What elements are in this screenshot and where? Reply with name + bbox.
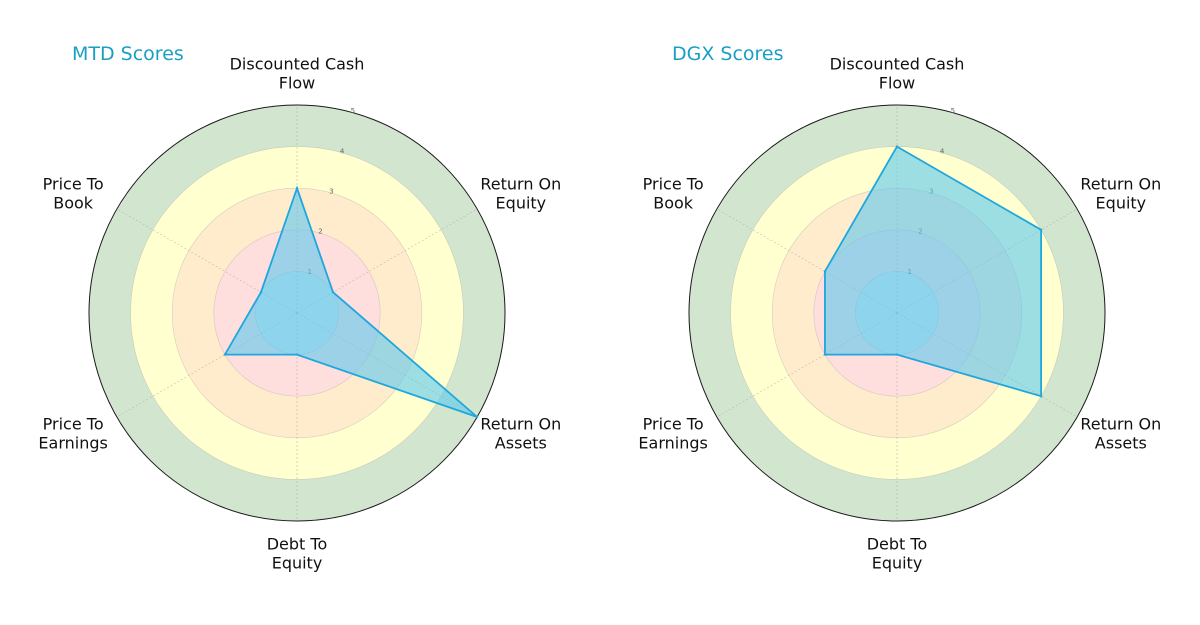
axis-label-line: Equity: [496, 194, 547, 213]
grid-circle: [130, 146, 464, 480]
axis-label: Return On Equity: [480, 175, 561, 213]
radial-tick-label: 4: [340, 147, 345, 155]
axis-spoke: [116, 312, 298, 418]
axis-spoke: [716, 312, 898, 418]
axis-label: Price To Book: [643, 175, 704, 213]
axis-spoke: [716, 208, 898, 314]
axis-spoke: [116, 208, 298, 314]
score-point: [295, 187, 299, 190]
axis-label-line: Equity: [272, 554, 323, 573]
score-point: [1039, 228, 1043, 231]
axis-label-line: Assets: [495, 434, 547, 453]
axis-label-line: Discounted Cash: [230, 55, 365, 74]
score-point: [295, 353, 299, 356]
axis-label-line: Flow: [279, 74, 316, 93]
outer-ring: [688, 104, 1106, 522]
axis-label-line: Return On: [1080, 415, 1161, 434]
axis-label-line: Flow: [879, 74, 916, 93]
axis-label-line: Book: [653, 194, 694, 213]
axis-label-line: Price To: [43, 175, 104, 194]
axis-label: Price To Book: [43, 175, 104, 213]
axis-label: Price To Earnings: [638, 415, 707, 453]
radial-tick-label: 2: [318, 228, 322, 236]
axis-label-line: Debt To: [267, 535, 328, 554]
score-point: [259, 291, 263, 294]
score-point: [223, 353, 227, 356]
score-point: [823, 353, 827, 356]
axis-label-line: Equity: [1096, 194, 1147, 213]
axis-label-line: Earnings: [38, 434, 107, 453]
score-point: [1039, 395, 1043, 398]
axis-label-line: Return On: [480, 415, 561, 434]
axis-label-line: Price To: [643, 415, 704, 434]
score-point: [823, 270, 827, 273]
outer-ring: [88, 104, 506, 522]
axis-label-line: Return On: [1080, 175, 1161, 194]
axis-label-line: Debt To: [867, 535, 928, 554]
axis-label: Return On Equity: [1080, 175, 1161, 213]
axis-label: Debt To Equity: [867, 535, 928, 573]
radial-tick-label: 5: [351, 107, 355, 115]
radial-tick-label: 5: [951, 107, 955, 115]
axis-label: Return On Assets: [480, 415, 561, 453]
axis-label-line: Return On: [480, 175, 561, 194]
axis-label: Return On Assets: [1080, 415, 1161, 453]
axis-label-line: Price To: [643, 175, 704, 194]
score-point: [331, 291, 335, 294]
axis-label-line: Earnings: [638, 434, 707, 453]
axis-label: Debt To Equity: [267, 535, 328, 573]
axis-label: Discounted Cash Flow: [230, 55, 365, 93]
axis-label-line: Price To: [43, 415, 104, 434]
axis-spoke: [296, 208, 478, 314]
score-point: [475, 415, 479, 419]
axis-label-line: Book: [53, 194, 94, 213]
radial-tick-label: 4: [940, 147, 945, 155]
chart-title: DGX Scores: [672, 43, 784, 65]
chart-title: MTD Scores: [72, 43, 184, 65]
axis-label-line: Equity: [872, 554, 923, 573]
score-point: [895, 145, 899, 148]
axis-label: Discounted Cash Flow: [830, 55, 965, 93]
axis-label: Price To Earnings: [38, 415, 107, 453]
radial-tick-label: 3: [329, 187, 333, 195]
axis-label-line: Discounted Cash: [830, 55, 965, 74]
axis-label-line: Assets: [1095, 434, 1147, 453]
score-point: [895, 353, 899, 356]
